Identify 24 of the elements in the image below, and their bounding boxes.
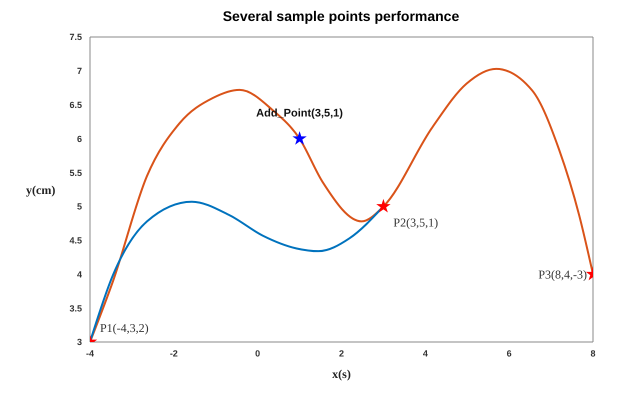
x-tick-label: 8 bbox=[590, 348, 596, 358]
x-tick-label: 2 bbox=[338, 348, 344, 358]
x-tick-label: -2 bbox=[170, 348, 178, 358]
chart-title: Several sample points performance bbox=[222, 8, 460, 24]
y-tick-label: 5.5 bbox=[69, 168, 82, 178]
x-axis-title: x(s) bbox=[332, 367, 351, 381]
y-axis-title: y(cm) bbox=[26, 182, 56, 197]
x-tick-label: 6 bbox=[506, 348, 512, 358]
y-tick-label: 6.5 bbox=[69, 100, 82, 110]
y-tick-label: 7 bbox=[76, 66, 82, 76]
y-tick-label: 5 bbox=[76, 202, 82, 212]
y-tick-label: 6 bbox=[76, 134, 82, 144]
annotation: P3(8,4,-3) bbox=[538, 267, 587, 282]
point bbox=[292, 131, 307, 145]
y-tick-label: 3 bbox=[76, 337, 82, 348]
x-tick-label: 0 bbox=[255, 348, 260, 358]
annotation: P1(-4,3,2) bbox=[100, 321, 149, 335]
y-tick-label: 3.5 bbox=[69, 303, 82, 314]
annotation: P2(3,5,1) bbox=[393, 215, 438, 230]
y-tick-label: 4.5 bbox=[69, 236, 82, 246]
x-tick-label: 4 bbox=[422, 348, 428, 358]
y-tick-label: 7.5 bbox=[69, 32, 82, 42]
y-tick-label: 4 bbox=[76, 269, 82, 280]
x-tick-label: -4 bbox=[86, 348, 94, 358]
